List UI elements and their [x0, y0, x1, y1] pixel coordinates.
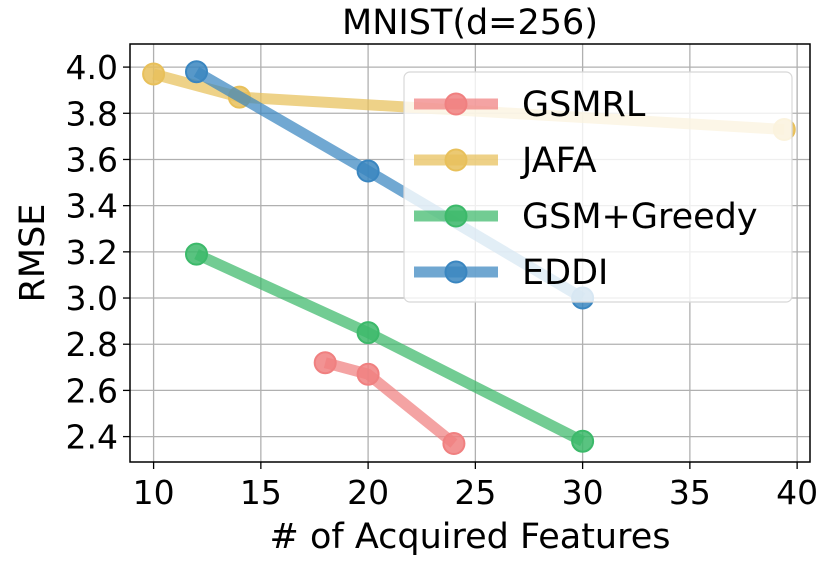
legend-marker	[444, 260, 468, 284]
y-tick-label: 3.4	[66, 187, 118, 226]
x-axis-title: # of Acquired Features	[270, 517, 671, 557]
data-point	[356, 321, 380, 345]
data-point	[184, 242, 208, 266]
y-tick-label: 2.4	[66, 418, 118, 457]
x-tick-label: 30	[562, 473, 604, 512]
data-point	[184, 60, 208, 84]
x-tick-label: 10	[133, 473, 175, 512]
legend-item: EDDI	[414, 253, 608, 293]
y-tick-label: 3.2	[66, 233, 118, 272]
legend-label: JAFA	[520, 141, 597, 181]
legend-item: GSM+Greedy	[414, 197, 758, 237]
legend-item: JAFA	[414, 141, 597, 181]
x-tick-label: 35	[669, 473, 711, 512]
y-tick-label: 3.0	[66, 279, 118, 318]
plot-frame	[129, 43, 811, 463]
legend-label: EDDI	[522, 253, 608, 293]
y-tick-label: 3.6	[66, 140, 118, 179]
y-tick-label: 2.8	[66, 325, 118, 364]
legend-marker	[444, 204, 468, 228]
series-gsmrl	[313, 351, 466, 456]
y-tick-label: 3.8	[66, 94, 118, 133]
data-point	[313, 351, 337, 375]
legend-label: GSM+Greedy	[522, 197, 758, 237]
x-tick-label: 40	[776, 473, 818, 512]
legend-marker	[444, 148, 468, 172]
chart-title: MNIST(d=256)	[342, 3, 598, 43]
data-point	[571, 429, 595, 453]
legend-label: GSMRL	[522, 85, 646, 125]
legend-box	[403, 71, 793, 303]
legend-marker	[444, 92, 468, 116]
series-line	[323, 357, 458, 448]
series-gsm-greedy	[184, 242, 595, 453]
legend: GSMRL JAFA GSM+Greedy EDDI	[403, 71, 793, 303]
data-point	[442, 432, 466, 456]
y-axis-title: RMSE	[13, 204, 53, 303]
data-point	[356, 362, 380, 386]
legend-item: GSMRL	[414, 85, 646, 125]
tick-labels: 10 15 20 25 30 35 40 2.4 2.6 2.8 3.0 3.2 3.4 3.6 3.8 4.…	[66, 48, 819, 512]
y-tick-label: 2.6	[66, 371, 118, 410]
x-tick-label: 15	[240, 473, 282, 512]
data-point	[142, 62, 166, 86]
x-tick-label: 20	[347, 473, 389, 512]
data-point	[356, 159, 380, 183]
x-tick-label: 25	[454, 473, 496, 512]
y-tick-label: 4.0	[66, 48, 118, 87]
